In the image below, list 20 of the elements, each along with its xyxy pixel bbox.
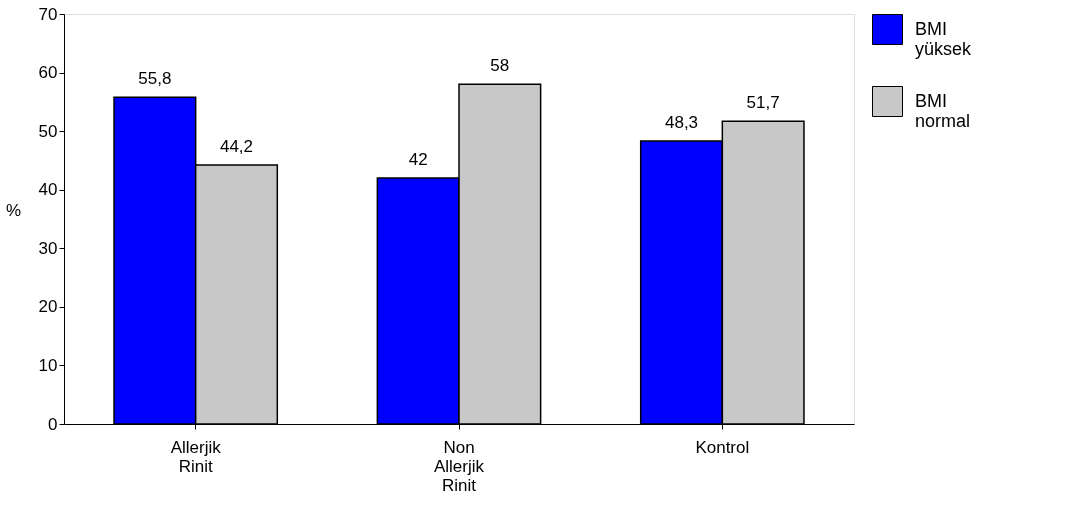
y-tick-label: 0 [48,414,58,434]
y-tick-label: 40 [38,180,58,200]
x-tick-label: Allerjik Rinit [170,437,222,476]
legend-label: BMI yüksek [915,18,973,59]
y-tick-label: 70 [38,4,58,24]
x-tick-label: Kontrol [695,437,750,457]
y-tick-label: 10 [38,355,58,375]
data-label: 44,2 [219,137,254,157]
y-tick-label: 50 [38,121,58,141]
y-tick-label: 60 [38,63,58,83]
y-tick-label: 30 [38,238,58,258]
legend-label: BMI normal [915,90,971,131]
data-label: 42 [408,150,428,169]
data-label: 58 [490,56,510,76]
data-label: 51,7 [746,93,780,113]
x-tick-label: Non Allerjik Rinit [433,437,485,495]
y-tick-label: 20 [38,297,58,317]
data-label: 48,3 [664,113,699,133]
y-axis-title: % [6,200,22,220]
data-label: 55,8 [138,69,172,89]
